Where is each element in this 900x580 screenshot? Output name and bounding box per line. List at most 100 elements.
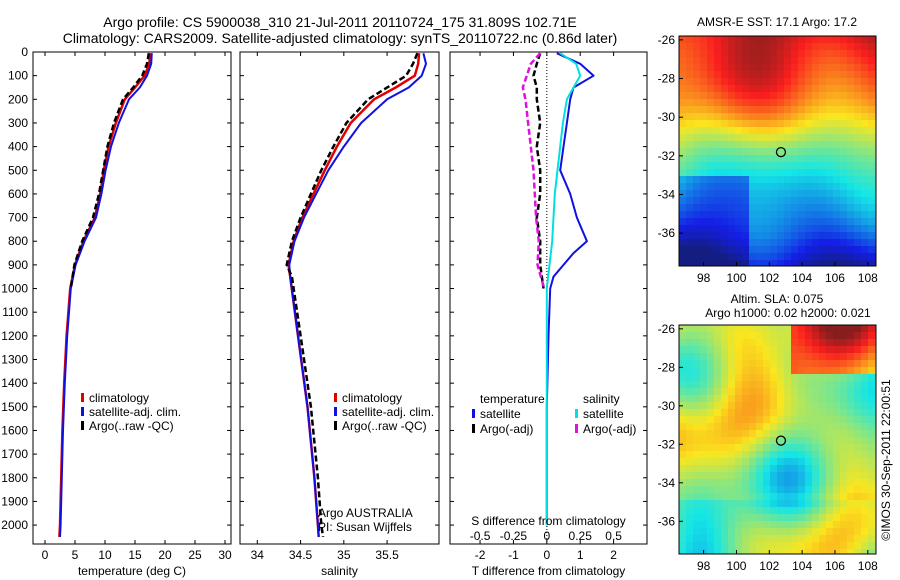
x-tick-label: 0: [42, 548, 49, 562]
map-cell: [840, 99, 847, 106]
map-cell: [805, 472, 812, 479]
map-cell: [777, 225, 784, 232]
map-cell: [798, 57, 805, 64]
map-cell: [693, 36, 700, 43]
map-cell: [812, 246, 819, 253]
map-cell: [693, 444, 700, 451]
map-cell: [728, 99, 735, 106]
x-tick-label: 34.5: [289, 548, 313, 562]
map-cell: [777, 36, 784, 43]
map-cell: [707, 183, 714, 190]
x-tick-label: 5: [72, 548, 79, 562]
map-cell: [819, 472, 826, 479]
map-cell: [868, 535, 875, 542]
map-cell: [812, 225, 819, 232]
map-cell: [854, 353, 861, 360]
map-cell: [742, 78, 749, 85]
map-cell: [714, 465, 721, 472]
map-cell: [700, 542, 707, 549]
map-cell: [833, 374, 840, 381]
map-cell: [763, 211, 770, 218]
map-cell: [868, 36, 875, 43]
map-cell: [868, 120, 875, 127]
map-cell: [805, 458, 812, 465]
map-cell: [854, 50, 861, 57]
map-cell: [742, 169, 749, 176]
map-cell: [700, 402, 707, 409]
map-cell: [679, 169, 686, 176]
map-cell: [721, 120, 728, 127]
map-cell: [749, 409, 756, 416]
map-cell: [812, 521, 819, 528]
map-cell: [728, 127, 735, 134]
map-cell: [819, 388, 826, 395]
map-cell: [777, 402, 784, 409]
map-cell: [868, 43, 875, 50]
map-cell: [763, 444, 770, 451]
depth-tick-label: 1500: [1, 400, 28, 414]
map-cell: [763, 113, 770, 120]
map-cell: [686, 260, 693, 266]
map-cell: [686, 486, 693, 493]
map-cell: [686, 148, 693, 155]
map-cell: [763, 204, 770, 211]
map-cell: [861, 430, 868, 437]
map-cell: [728, 50, 735, 57]
map-cell: [777, 437, 784, 444]
map-cell: [847, 416, 854, 423]
map-cell: [770, 232, 777, 239]
map-cell: [812, 381, 819, 388]
map-cell: [854, 416, 861, 423]
map-cell: [714, 360, 721, 367]
map-cell: [847, 106, 854, 113]
map-cell: [693, 253, 700, 260]
map-cell: [735, 486, 742, 493]
map-cell: [714, 57, 721, 64]
map-cell: [826, 423, 833, 430]
map-cell: [686, 437, 693, 444]
map-cell: [854, 409, 861, 416]
map-cell: [742, 134, 749, 141]
map-cell: [686, 162, 693, 169]
map-cell: [763, 169, 770, 176]
map-cell: [798, 43, 805, 50]
map-cell: [847, 260, 854, 266]
map-cell: [777, 78, 784, 85]
map-cell: [679, 190, 686, 197]
map-cell: [826, 239, 833, 246]
map-cell: [707, 493, 714, 500]
map-cell: [840, 444, 847, 451]
map-cell: [721, 465, 728, 472]
map-cell: [784, 36, 791, 43]
map-cell: [721, 50, 728, 57]
map-cell: [826, 218, 833, 225]
map-cell: [812, 542, 819, 549]
map-cell: [742, 507, 749, 514]
map-cell: [749, 211, 756, 218]
map-cell: [805, 402, 812, 409]
map-cell: [791, 388, 798, 395]
map-cell: [693, 451, 700, 458]
map-cell: [847, 465, 854, 472]
map-cell: [861, 507, 868, 514]
map-cell: [861, 99, 868, 106]
map-cell: [819, 542, 826, 549]
map-cell: [763, 120, 770, 127]
map-cell: [749, 514, 756, 521]
map-cell: [686, 239, 693, 246]
map-cell: [854, 500, 861, 507]
map-cell: [728, 339, 735, 346]
map-cell: [714, 99, 721, 106]
map-cell: [805, 346, 812, 353]
map-cell: [756, 528, 763, 535]
map-cell: [735, 451, 742, 458]
map-cell: [854, 253, 861, 260]
map-cell: [700, 162, 707, 169]
map-cell: [854, 507, 861, 514]
map-cell: [791, 113, 798, 120]
map-cell: [756, 381, 763, 388]
map-cell: [728, 71, 735, 78]
map-cell: [721, 325, 728, 332]
map-cell: [735, 232, 742, 239]
map-cell: [826, 451, 833, 458]
